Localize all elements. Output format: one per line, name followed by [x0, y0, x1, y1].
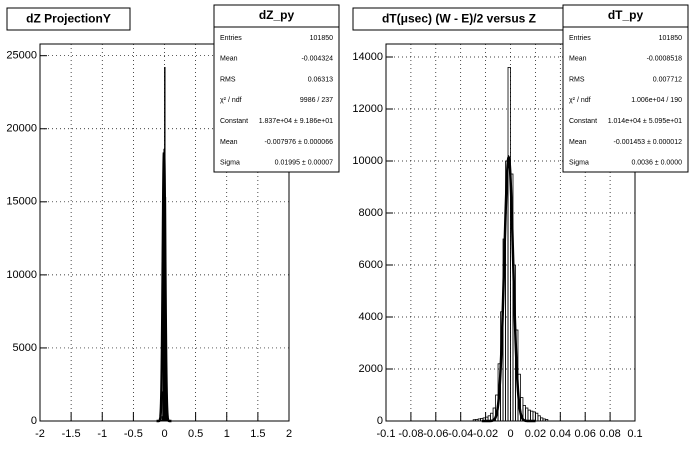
y-tick-label: 0 [377, 415, 383, 427]
stats-value: 1.006e+04 / 190 [631, 97, 682, 104]
title-box [6, 7, 131, 31]
stats-label: RMS [220, 76, 236, 83]
x-tick-label: -0.02 [473, 428, 498, 440]
stats-label: Mean [220, 139, 238, 146]
y-tick-label: 0 [31, 415, 37, 427]
y-tick-label: 5000 [13, 342, 37, 354]
x-tick-label: 0.08 [599, 428, 620, 440]
stats-label: Sigma [569, 160, 589, 167]
histogram-bin [544, 419, 549, 422]
stats-title: dZ_py [259, 8, 295, 22]
stats-value: 0.06313 [308, 76, 333, 83]
x-tick-label: -0.5 [124, 428, 143, 440]
y-tick-label: 10000 [352, 155, 383, 167]
stats-label: Constant [569, 118, 597, 125]
pad-title: dT(μsec) (W - E)/2 versus Z [382, 12, 536, 26]
stats-value: -0.007976 ± 0.000066 [265, 139, 334, 146]
x-tick-label: -1.5 [62, 428, 81, 440]
stats-title: dT_py [608, 8, 644, 22]
stats-value: -0.001453 ± 0.000012 [614, 139, 683, 146]
x-tick-label: 0.06 [574, 428, 595, 440]
stats-label: Mean [569, 139, 587, 146]
stats-label: RMS [569, 76, 585, 83]
x-tick-label: 0.1 [627, 428, 642, 440]
x-tick-label: -0.06 [423, 428, 448, 440]
y-tick-label: 15000 [6, 196, 37, 208]
y-tick-label: 25000 [6, 50, 37, 62]
x-tick-label: 0 [161, 428, 167, 440]
stats-value: 101850 [310, 35, 333, 42]
x-tick-label: -0.04 [448, 428, 473, 440]
stats-box [562, 4, 689, 173]
x-tick-label: 1 [224, 428, 230, 440]
y-tick-label: 12000 [352, 103, 383, 115]
y-tick-label: 8000 [359, 207, 383, 219]
x-tick-label: -0.1 [377, 428, 396, 440]
y-tick-label: 14000 [352, 51, 383, 63]
stats-value: -0.0008518 [647, 56, 683, 63]
stats-value: 0.01995 ± 0.00007 [275, 160, 333, 167]
fit-curve [481, 154, 536, 423]
stats-label: Mean [220, 56, 238, 63]
y-tick-label: 2000 [359, 363, 383, 375]
stats-label: χ² / ndf [569, 97, 591, 104]
x-tick-label: 0 [507, 428, 513, 440]
y-tick-label: 20000 [6, 123, 37, 135]
x-tick-label: 1.5 [250, 428, 265, 440]
stats-label: χ² / ndf [220, 97, 242, 104]
x-tick-label: 0.5 [188, 428, 203, 440]
stats-label: Sigma [220, 160, 240, 167]
x-tick-label: -0.08 [398, 428, 423, 440]
stats-value: 1.837e+04 ± 9.186e+01 [259, 118, 333, 125]
x-tick-label: 0.02 [525, 428, 546, 440]
stats-value: 9986 / 237 [300, 97, 333, 104]
stats-label: Entries [220, 35, 242, 42]
x-tick-label: 0.04 [550, 428, 571, 440]
x-tick-label: 2 [286, 428, 292, 440]
y-tick-label: 10000 [6, 269, 37, 281]
stats-value: 0.0036 ± 0.0000 [631, 160, 682, 167]
stats-value: 101850 [659, 35, 682, 42]
stats-label: Entries [569, 35, 591, 42]
stats-label: Constant [220, 118, 248, 125]
x-tick-label: -2 [35, 428, 45, 440]
y-tick-label: 4000 [359, 311, 383, 323]
x-tick-label: -1 [97, 428, 107, 440]
y-tick-label: 6000 [359, 259, 383, 271]
pad-title: dZ ProjectionY [26, 12, 111, 26]
stats-value: 0.007712 [653, 76, 682, 83]
stats-box [213, 4, 340, 173]
fit-curve [156, 152, 172, 423]
stats-label: Mean [569, 56, 587, 63]
stats-value: -0.004324 [301, 56, 333, 63]
stats-value: 1.014e+04 ± 5.095e+01 [608, 118, 682, 125]
